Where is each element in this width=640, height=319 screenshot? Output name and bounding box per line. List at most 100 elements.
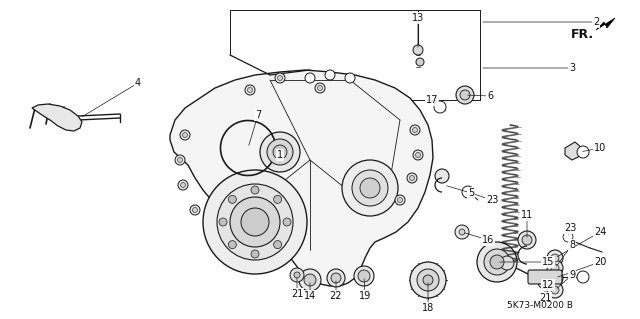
Polygon shape [170,70,433,286]
Circle shape [177,158,182,162]
Text: 21: 21 [539,293,551,303]
Circle shape [345,73,355,83]
Circle shape [203,170,307,274]
Circle shape [413,45,423,55]
Text: 17: 17 [426,95,438,105]
Circle shape [518,231,536,249]
Circle shape [413,150,423,160]
Circle shape [410,175,415,181]
Circle shape [305,73,315,83]
Circle shape [435,169,449,183]
Circle shape [434,101,446,113]
Circle shape [547,260,563,276]
Circle shape [551,254,559,262]
Circle shape [547,270,563,286]
Circle shape [563,232,573,242]
Text: 2: 2 [593,17,599,27]
Circle shape [410,262,446,298]
Circle shape [228,241,236,249]
Text: 23: 23 [486,195,498,205]
Circle shape [407,173,417,183]
Circle shape [551,274,559,282]
Circle shape [327,269,345,287]
Circle shape [275,73,285,83]
Circle shape [317,85,323,91]
Polygon shape [565,142,582,160]
Text: 13: 13 [412,13,424,23]
Circle shape [354,266,374,286]
Circle shape [219,218,227,226]
Circle shape [230,197,280,247]
Circle shape [299,269,321,291]
Circle shape [577,146,589,158]
Circle shape [410,125,420,135]
Circle shape [462,186,474,198]
Circle shape [455,225,469,239]
Circle shape [577,271,589,283]
Circle shape [180,182,186,188]
Circle shape [358,270,370,282]
Text: 7: 7 [255,110,261,120]
Text: 16: 16 [482,235,494,245]
Circle shape [304,274,316,286]
Text: 20: 20 [594,257,606,267]
Text: 9: 9 [569,270,575,280]
Circle shape [274,241,282,249]
Text: 5: 5 [468,188,474,198]
Circle shape [331,273,341,283]
Text: 24: 24 [594,227,606,237]
Circle shape [415,152,420,158]
FancyBboxPatch shape [528,270,562,284]
Polygon shape [596,18,615,30]
Text: 6: 6 [487,91,493,101]
Circle shape [547,282,563,298]
Circle shape [315,83,325,93]
Text: 3: 3 [569,63,575,73]
Circle shape [248,87,253,93]
Text: 22: 22 [330,291,342,301]
Text: 4: 4 [135,78,141,88]
Circle shape [267,139,293,165]
Circle shape [547,250,563,266]
Circle shape [542,279,548,285]
Circle shape [251,250,259,258]
Circle shape [278,76,282,80]
Circle shape [413,128,417,132]
Text: 11: 11 [521,210,533,220]
Circle shape [241,208,269,236]
Circle shape [251,186,259,194]
Text: 19: 19 [359,291,371,301]
Circle shape [294,272,300,278]
Circle shape [459,229,465,235]
Circle shape [397,197,403,203]
Circle shape [538,275,552,289]
Circle shape [283,218,291,226]
Circle shape [217,184,293,260]
Polygon shape [32,104,82,131]
Circle shape [360,178,380,198]
Circle shape [423,275,433,285]
Circle shape [484,249,510,275]
Text: 18: 18 [422,303,434,313]
Circle shape [416,58,424,66]
Text: 23: 23 [564,223,576,233]
Text: 5K73-M0200 B: 5K73-M0200 B [507,300,573,309]
Circle shape [490,255,504,269]
Text: FR.: FR. [570,28,593,41]
Circle shape [260,132,300,172]
Text: 14: 14 [304,291,316,301]
Text: 12: 12 [542,280,554,290]
Text: 21: 21 [291,289,303,299]
Circle shape [395,195,405,205]
Text: 1: 1 [277,150,283,160]
Circle shape [228,195,236,204]
Circle shape [245,85,255,95]
Circle shape [522,235,532,245]
Circle shape [193,207,198,212]
Circle shape [273,145,287,159]
Circle shape [456,86,474,104]
Text: 8: 8 [569,240,575,250]
Circle shape [180,130,190,140]
Circle shape [178,180,188,190]
Circle shape [342,160,398,216]
